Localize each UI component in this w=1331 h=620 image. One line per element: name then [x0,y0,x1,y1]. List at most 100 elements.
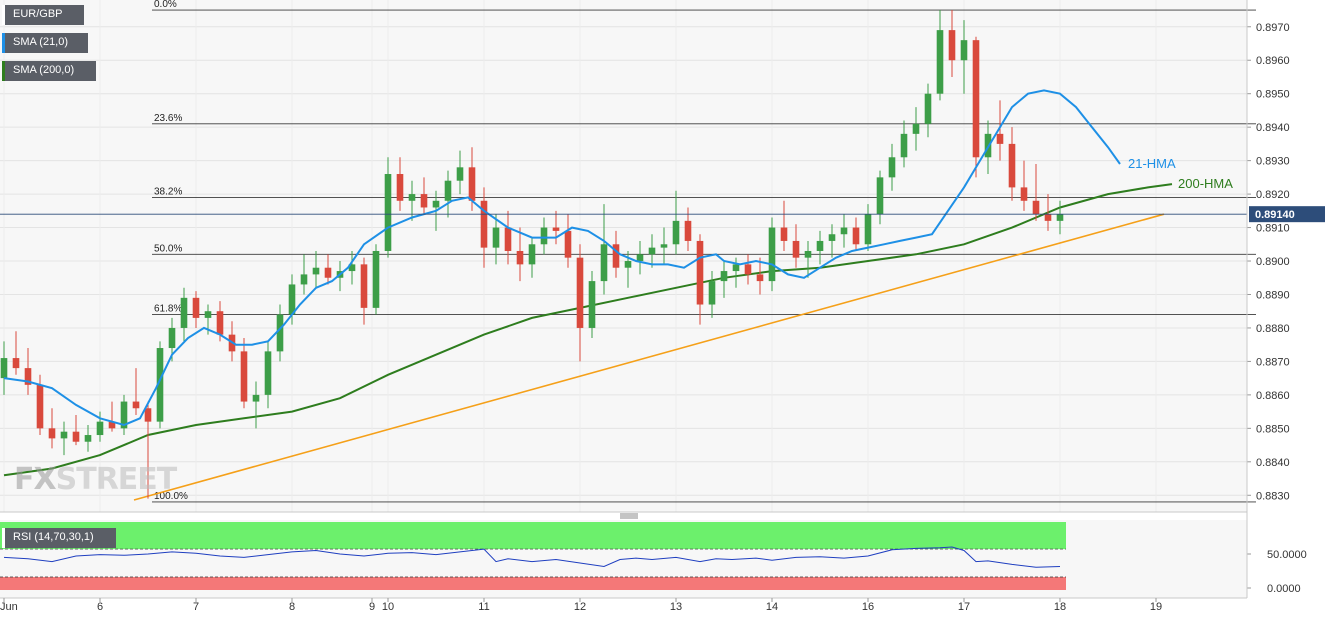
candle [264,341,272,409]
x-tick-label: 19 [1150,601,1162,613]
candle-body [636,254,644,262]
candle-body [744,264,752,275]
candle [48,408,56,449]
candle-body [180,297,188,328]
candle-body [1032,200,1040,215]
x-tick-label: 16 [862,601,874,613]
x-tick-label: 12 [574,601,586,613]
candle [492,214,500,265]
candle-body [528,244,536,265]
candle-body [456,167,464,181]
candle [156,341,164,429]
candle-body [552,227,560,231]
legend-symbol-chip[interactable]: EUR/GBP [2,5,84,25]
candle-body [312,267,320,275]
candle-body [828,234,836,241]
candle [480,187,488,268]
rsi-panel: 50.0000 0.0000 [0,522,1307,595]
legend-sma21-label: SMA (21,0) [13,36,69,48]
x-tick-label: 13 [670,601,682,613]
candle-body [240,351,248,402]
candle-body [468,167,476,201]
candle [528,237,536,278]
candle [1020,160,1028,211]
candle [636,240,644,275]
legend-sma200-chip[interactable]: SMA (200,0) [2,61,96,81]
x-tick-label: 17 [958,601,970,613]
legend-sma21-chip[interactable]: SMA (21,0) [2,33,88,53]
candle-body [792,240,800,258]
candle-body [84,435,92,442]
x-tick-label: 6 [97,601,103,613]
candle-body [12,358,20,369]
y-tick-label: 0.8920 [1256,189,1290,201]
candle-body [300,274,308,285]
candle [324,254,332,285]
rsi-y-tick-label: 0.0000 [1267,583,1301,595]
candle [1032,163,1040,221]
candle [396,157,404,211]
panel-resize-handle[interactable] [615,511,641,519]
candle-body [540,227,548,245]
candle [756,257,764,295]
candle [132,368,140,415]
candle-body [684,220,692,241]
candle-body [72,431,80,442]
candle [420,177,428,215]
candle [372,244,380,315]
candle-body [672,220,680,245]
candle [912,107,920,151]
watermark-fx: FX [14,462,57,497]
candle-body [768,227,776,282]
candle-body [132,401,140,409]
candle-body [168,327,176,349]
rsi-oversold-zone [0,577,1066,590]
candle [276,304,284,362]
candle-body [432,200,440,208]
fib-label: 23.6% [154,113,182,124]
trendline-layer [133,213,1165,501]
x-tick-label: 14 [766,601,778,613]
candle [516,227,524,282]
candle-body [564,230,572,258]
y-tick-label: 0.8870 [1256,356,1290,368]
candle [288,274,296,325]
candle [996,100,1004,161]
fxstreet-watermark-logo: FXSTREET [14,462,177,497]
y-tick-label: 0.8860 [1256,390,1290,402]
rsi-y-tick-label: 50.0000 [1267,549,1307,561]
candle-body [396,174,404,201]
candle [588,271,596,338]
y-tick-label: 0.8890 [1256,289,1290,301]
fib-label: 50.0% [154,243,182,254]
candle-body [648,247,656,255]
current-price-line: 0.89140 [0,206,1325,223]
candle [180,287,188,342]
candle [924,83,932,138]
candle-body [876,177,884,215]
fib-label: 0.0% [154,0,177,10]
candle-body [624,261,632,268]
candle [828,224,836,258]
candle-body [600,244,608,282]
candle-body [924,93,932,124]
hma200-layer [3,183,1173,477]
candle-body [816,240,824,251]
candle-body [516,250,524,265]
candle [540,217,548,255]
candle [888,143,896,191]
y-tick-label: 0.8840 [1256,457,1290,469]
candle-body [24,368,32,385]
current-price-badge [1249,206,1325,223]
candle-body [612,244,620,268]
candle-body [864,214,872,245]
hma200-line [3,183,1173,477]
candle-body [576,257,584,328]
candle [24,348,32,395]
x-tick-label: 7 [193,601,199,613]
candle-body [204,311,212,318]
fib-label: 61.8% [154,304,182,315]
legend-rsi-chip[interactable]: RSI (14,70,30,1) [2,528,116,548]
